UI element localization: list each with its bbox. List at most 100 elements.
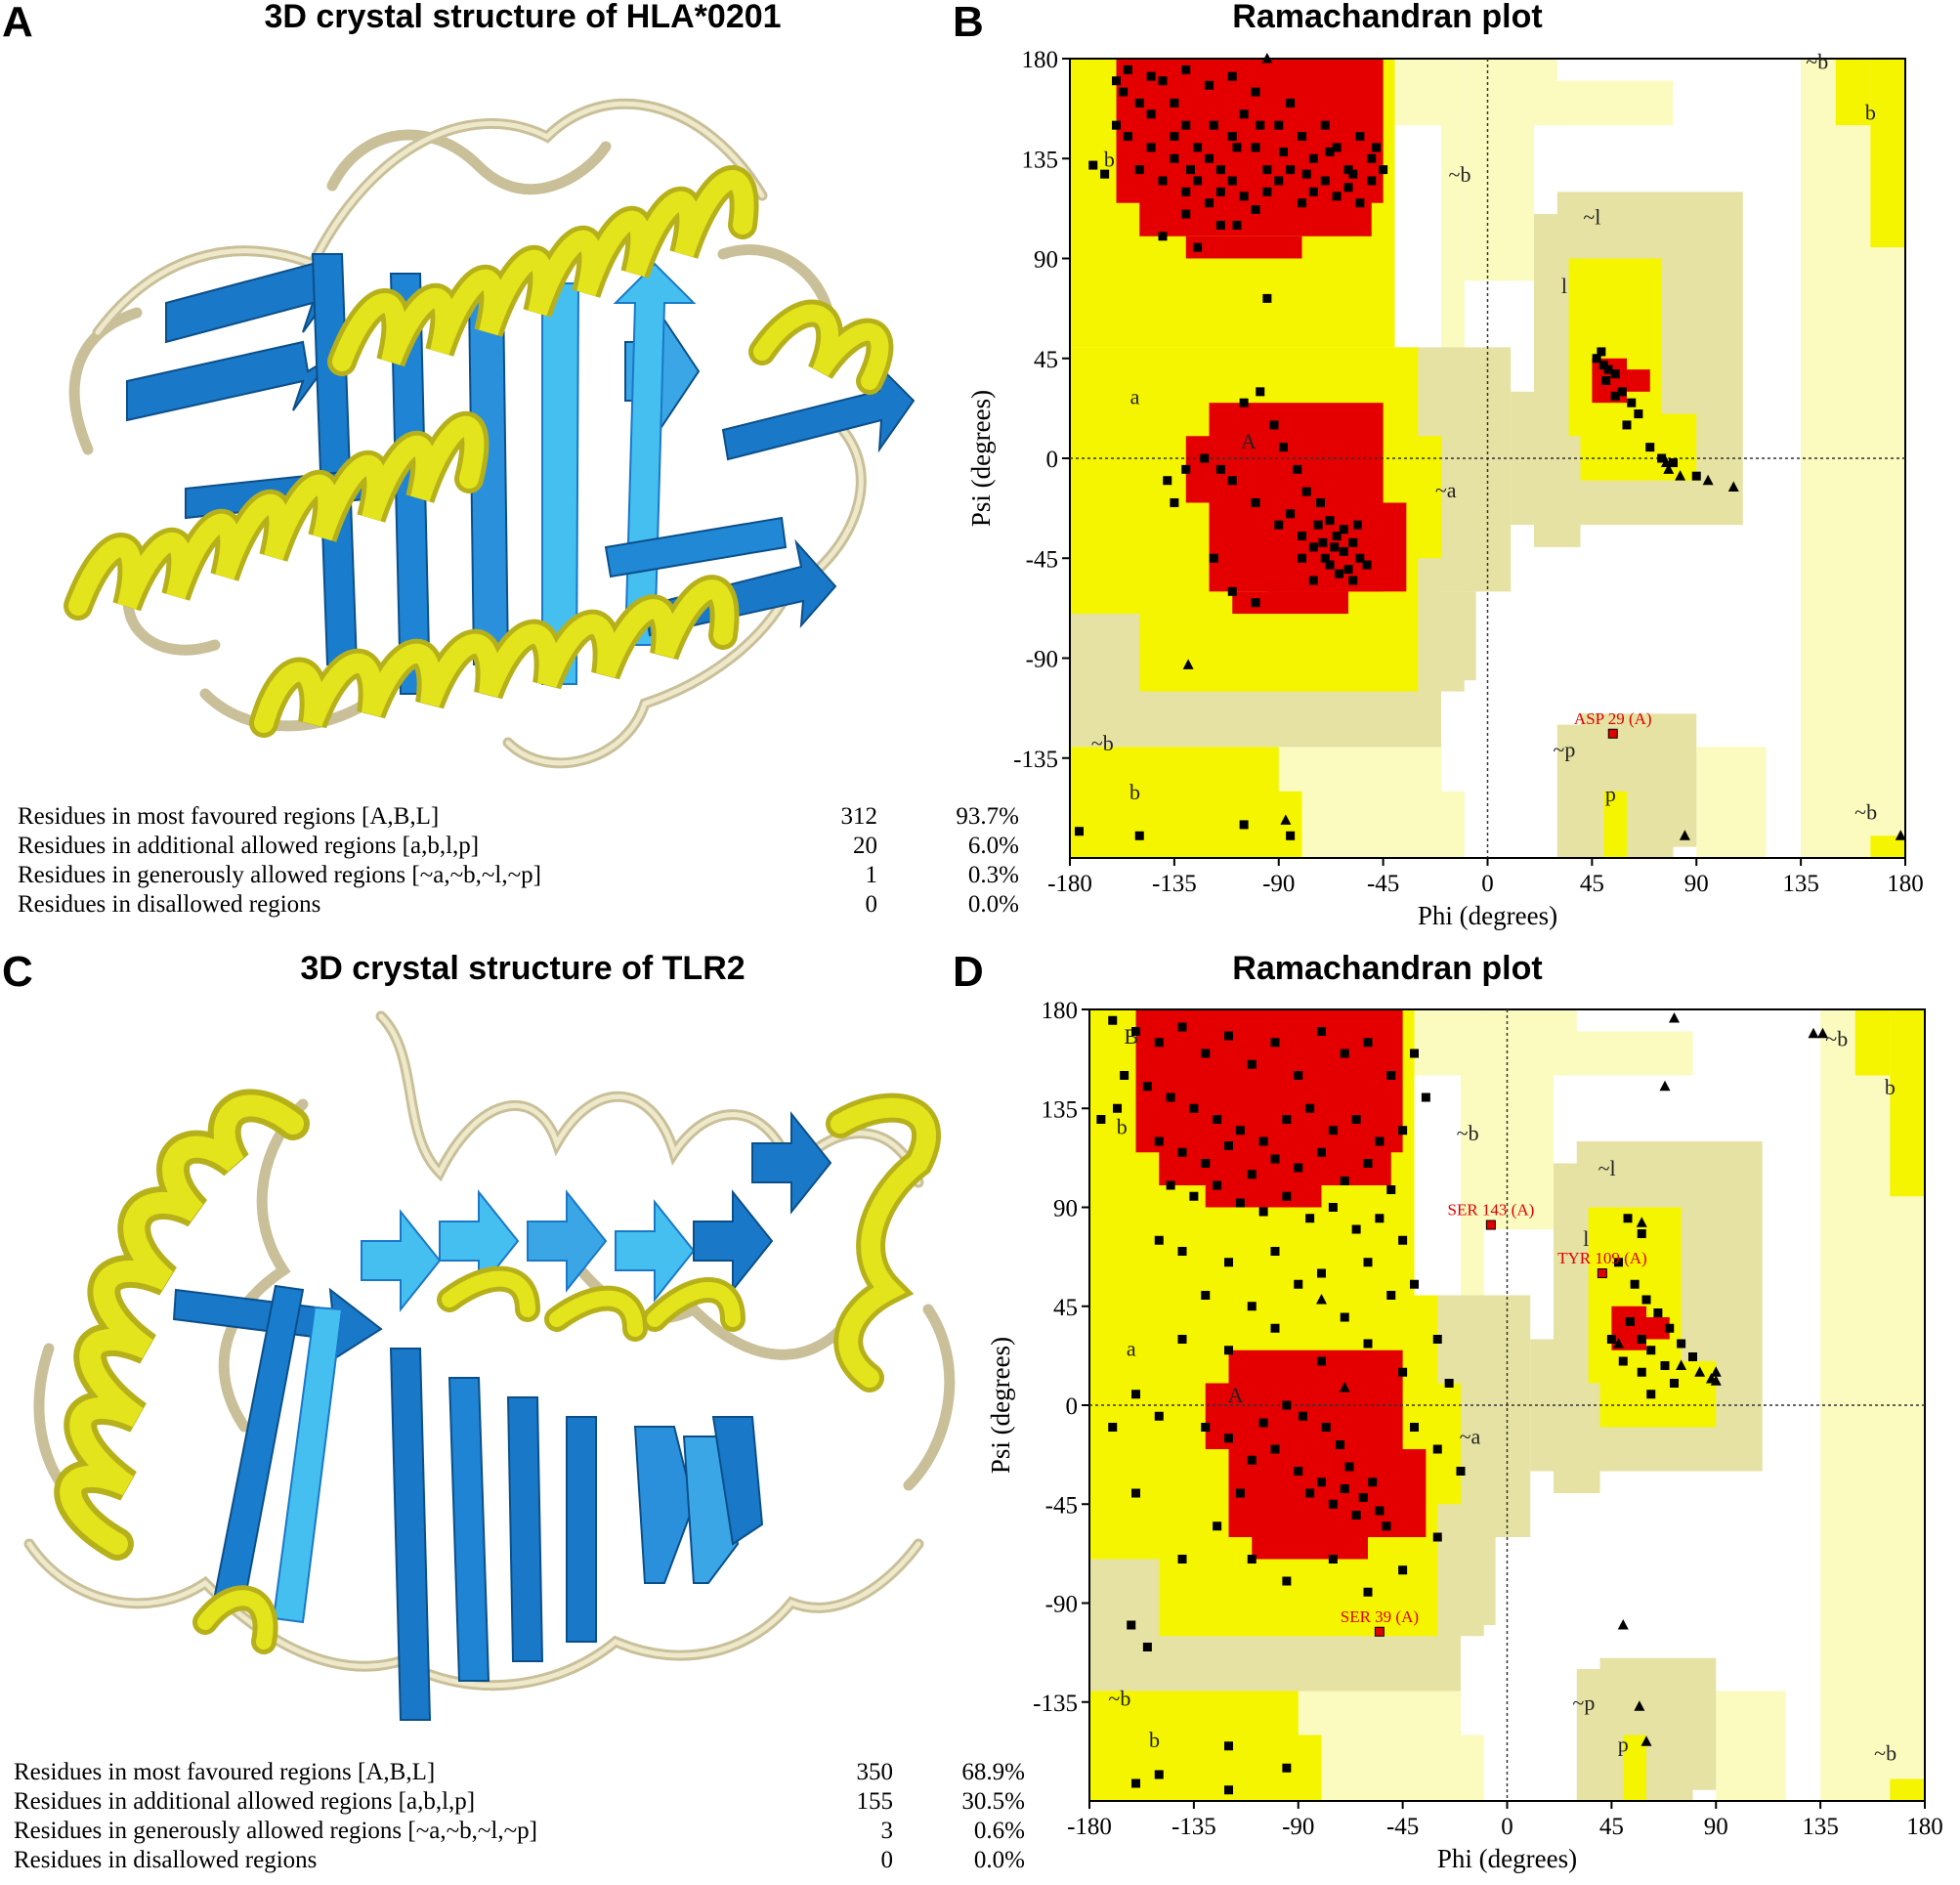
residue-point bbox=[1610, 369, 1620, 379]
residue-point bbox=[1623, 1214, 1633, 1223]
residue-point bbox=[1112, 76, 1121, 86]
residue-point bbox=[1232, 220, 1242, 230]
residue-point bbox=[1134, 831, 1144, 840]
residue-point bbox=[1142, 1643, 1152, 1651]
x-tick-label: 45 bbox=[1599, 1814, 1624, 1840]
region-label: b bbox=[1104, 147, 1115, 171]
residue-point bbox=[1177, 1022, 1187, 1032]
residue-point bbox=[1308, 576, 1318, 585]
residue-point bbox=[1193, 176, 1203, 186]
allowed-region bbox=[1568, 258, 1662, 437]
residue-point bbox=[1170, 98, 1179, 107]
residue-point bbox=[1332, 192, 1342, 201]
residue-point bbox=[1617, 387, 1627, 397]
residue-point bbox=[1313, 520, 1323, 530]
residue-point bbox=[1665, 1323, 1675, 1333]
residue-point bbox=[1355, 553, 1365, 563]
residue-point bbox=[1637, 1229, 1646, 1238]
residue-point bbox=[1367, 153, 1377, 163]
residue-point bbox=[1398, 1367, 1408, 1377]
residue-point bbox=[1215, 187, 1225, 196]
region-label: b bbox=[1865, 101, 1876, 125]
residue-point bbox=[1224, 1434, 1233, 1443]
region-label: ~b bbox=[1854, 799, 1877, 824]
x-tick-label: 90 bbox=[1684, 871, 1709, 897]
outlier-point bbox=[1607, 728, 1618, 739]
y-tick-label: 135 bbox=[1022, 147, 1059, 173]
residue-point bbox=[1355, 132, 1365, 142]
x-axis-label: Phi (degrees) bbox=[1437, 1844, 1577, 1873]
x-tick-label: -180 bbox=[1067, 1814, 1112, 1840]
residue-point bbox=[1247, 1059, 1257, 1069]
residue-point bbox=[1274, 120, 1284, 130]
residue-point bbox=[1282, 1191, 1292, 1201]
glycine-point bbox=[1679, 830, 1690, 840]
x-tick-label: 0 bbox=[1501, 1814, 1513, 1840]
residue-point bbox=[1646, 1346, 1656, 1355]
residue-point bbox=[1181, 187, 1191, 196]
stats-percent: 0.0% bbox=[967, 891, 1019, 918]
allowed-region bbox=[1599, 1361, 1717, 1428]
glycine-point bbox=[1694, 1366, 1706, 1377]
residue-point bbox=[1142, 1082, 1152, 1092]
residue-point bbox=[1154, 1038, 1164, 1048]
panel-title-b: Ramachandran plot bbox=[1232, 0, 1543, 35]
region-label: l bbox=[1561, 274, 1567, 298]
residue-point bbox=[1351, 1511, 1361, 1520]
outlier-label: SER 39 (A) bbox=[1341, 1607, 1419, 1626]
residue-point bbox=[1131, 1027, 1140, 1036]
residue-point bbox=[1317, 1147, 1326, 1157]
region-label: ~a bbox=[1460, 1425, 1481, 1449]
residue-point bbox=[1363, 1159, 1373, 1168]
residue-point bbox=[1444, 1379, 1454, 1388]
panel-letter-d: D bbox=[953, 948, 984, 996]
residue-point bbox=[1224, 1141, 1233, 1150]
residue-point bbox=[1075, 827, 1084, 836]
residue-point bbox=[1592, 354, 1601, 364]
residue-point bbox=[1353, 520, 1362, 530]
residue-point bbox=[1321, 1423, 1331, 1432]
glycine-point bbox=[1817, 1027, 1828, 1039]
region-label: ~l bbox=[1583, 204, 1600, 229]
residue-point bbox=[1181, 464, 1191, 474]
stats-table-c: Residues in most favoured regions [A,B,L… bbox=[14, 1759, 1025, 1876]
residue-point bbox=[1186, 165, 1195, 175]
residue-point bbox=[1328, 1555, 1338, 1564]
residue-point bbox=[1251, 143, 1260, 152]
residue-point bbox=[1320, 176, 1330, 186]
stats-row: Residues in additional allowed regions [… bbox=[14, 1788, 1025, 1818]
residue-point bbox=[1317, 1268, 1326, 1278]
residue-point bbox=[1270, 1154, 1280, 1164]
residue-point bbox=[1386, 1071, 1396, 1080]
residue-point bbox=[1286, 98, 1296, 107]
residue-point bbox=[1298, 198, 1306, 208]
residue-point bbox=[1298, 553, 1306, 563]
x-tick-label: 0 bbox=[1481, 871, 1494, 897]
residue-point bbox=[1375, 1506, 1385, 1516]
residue-point bbox=[1325, 147, 1335, 156]
stats-label: Residues in disallowed regions bbox=[18, 891, 321, 918]
allowed-region bbox=[1623, 1735, 1646, 1801]
residue-point bbox=[1294, 1467, 1303, 1476]
residue-point bbox=[1258, 1207, 1268, 1217]
core-region bbox=[1135, 1009, 1403, 1153]
residue-point bbox=[1146, 143, 1156, 152]
panel-title-c: 3D crystal structure of TLR2 bbox=[300, 950, 746, 987]
residue-point bbox=[1120, 1071, 1129, 1080]
residue-point bbox=[1239, 398, 1249, 407]
residue-point bbox=[1286, 831, 1296, 840]
residue-point bbox=[1166, 1092, 1175, 1102]
outlier-point bbox=[1485, 1220, 1496, 1230]
residue-point bbox=[1177, 1555, 1187, 1564]
residue-point bbox=[1131, 1778, 1140, 1788]
x-tick-label: 45 bbox=[1580, 871, 1604, 897]
stats-count: 350 bbox=[856, 1759, 894, 1785]
residue-point bbox=[1294, 1163, 1303, 1173]
residue-point bbox=[1251, 497, 1260, 507]
x-tick-label: -45 bbox=[1386, 1814, 1419, 1840]
ramachandran-plot-b: -180 -135 -90 -45 0 45 90 135 180 180 135 90 45 0 -45 -… bbox=[967, 49, 1924, 930]
region-label: ~b bbox=[1449, 162, 1471, 187]
residue-point bbox=[1189, 1191, 1199, 1201]
residue-point bbox=[1258, 1418, 1268, 1428]
residue-point bbox=[1618, 1356, 1628, 1366]
